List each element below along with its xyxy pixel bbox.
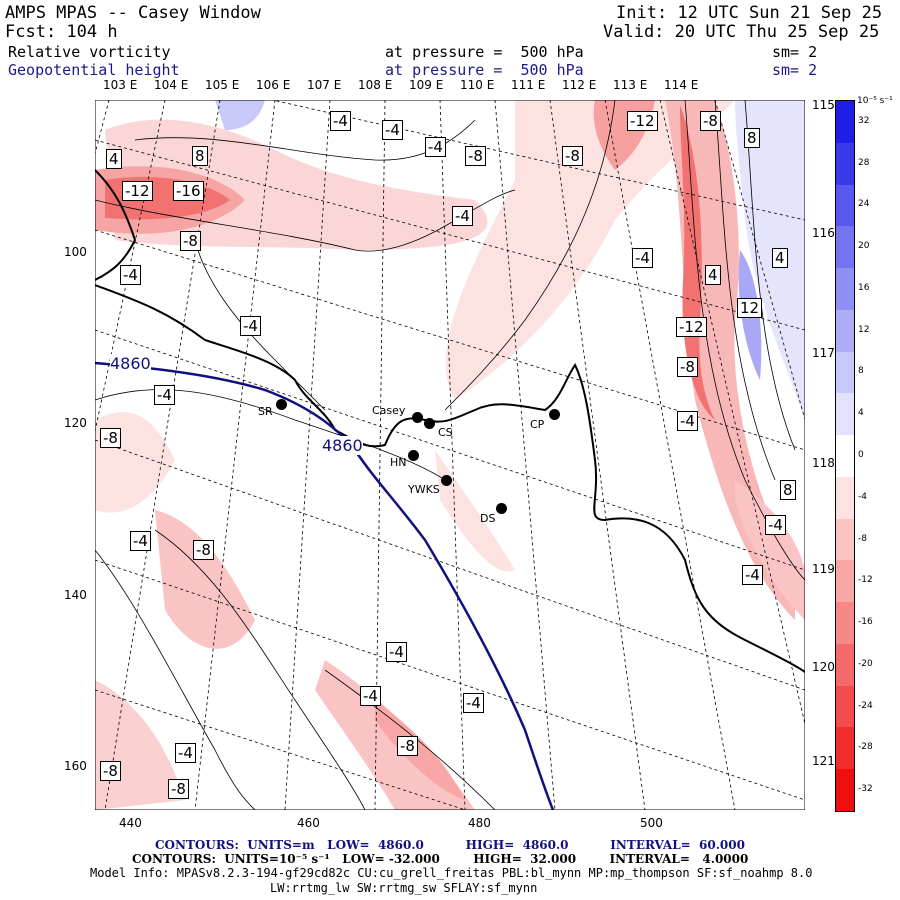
- colorbar-tick: 20: [858, 241, 870, 252]
- field1-pressure: at pressure = 500 hPa: [385, 43, 584, 61]
- colorbar-swatch: [836, 309, 854, 353]
- colorbar-tick: -12: [858, 575, 873, 586]
- lon-label: 110 E: [460, 78, 495, 92]
- y-axis-label: 120: [64, 416, 87, 430]
- field2-name: Geopotential height: [8, 61, 180, 79]
- field1-name: Relative vorticity: [8, 43, 171, 61]
- colorbar-tick: 0: [858, 450, 864, 460]
- init-time: Init: 12 UTC Sun 21 Sep 25: [616, 3, 883, 23]
- valid-time: Valid: 20 UTC Thu 25 Sep 25: [603, 22, 880, 42]
- colorbar-swatch: [836, 142, 854, 185]
- y-axis-label: 100: [64, 245, 87, 259]
- colorbar-tick: 4: [858, 408, 864, 419]
- colorbar-swatch: [836, 476, 854, 520]
- height-contour-4860: [95, 361, 555, 810]
- lon-label: 106 E: [256, 78, 291, 92]
- colorbar-tick: 32: [858, 115, 870, 126]
- vorticity-shading: [95, 100, 805, 810]
- lon-label: 107 E: [307, 78, 342, 92]
- colorbar-swatch: [836, 518, 854, 561]
- x-axis-label: 480: [468, 816, 491, 830]
- x-axis-label: 500: [640, 816, 663, 830]
- colorbar-swatch: [836, 101, 854, 144]
- colorbar-swatch: [836, 602, 854, 645]
- lon-label: 113 E: [613, 78, 648, 92]
- colorbar-swatch: [836, 685, 854, 728]
- colorbar-tick: -20: [858, 658, 873, 669]
- x-axis-label: 440: [119, 816, 142, 830]
- model-title: AMPS MPAS -- Casey Window: [5, 3, 261, 23]
- colorbar-swatch: [836, 769, 854, 812]
- field2-smooth: sm= 2: [772, 61, 818, 79]
- lon-label: 114 E: [664, 78, 699, 92]
- colorbar-swatch: [836, 184, 854, 227]
- colorbar-tick: 12: [858, 324, 870, 335]
- field2-pressure: at pressure = 500 hPa: [385, 61, 584, 79]
- footer-vorticity-contours: CONTOURS: UNITS=10⁻⁵ s⁻¹ LOW= -32.000 HI…: [132, 852, 749, 866]
- colorbar-swatch: [836, 268, 854, 311]
- lon-label: 103 E: [103, 78, 138, 92]
- colorbar-tick: -4: [858, 491, 867, 502]
- colorbar-tick: -24: [858, 700, 873, 711]
- field1-smooth: sm= 2: [772, 43, 818, 61]
- colorbar-tick: 28: [858, 157, 870, 168]
- y-axis-label: 140: [64, 588, 87, 602]
- footer-model-info-2: LW:rrtmg_lw SW:rrtmg_sw SFLAY:sf_mynn: [270, 881, 538, 895]
- colorbar-swatch: [836, 393, 854, 436]
- colorbar-swatch: [836, 351, 854, 394]
- coastline: [95, 169, 805, 673]
- colorbar-tick: -28: [858, 742, 873, 753]
- vorticity-map: [95, 100, 805, 810]
- colorbar-swatch: [836, 727, 854, 770]
- lon-label: 105 E: [205, 78, 240, 92]
- footer-height-contours: CONTOURS: UNITS=m LOW= 4860.0 HIGH= 4860…: [155, 838, 745, 852]
- colorbar-tick: 24: [858, 199, 870, 210]
- colorbar-swatch: [836, 226, 854, 269]
- y-axis-label: 160: [64, 759, 87, 773]
- lon-label: 112 E: [562, 78, 597, 92]
- colorbar-swatch: [836, 435, 854, 478]
- colorbar-tick: -32: [858, 784, 873, 795]
- colorbar-tick: 16: [858, 282, 870, 293]
- colorbar-unit: 10⁻⁵ s⁻¹: [857, 96, 893, 106]
- lon-label: 111 E: [511, 78, 546, 92]
- footer-model-info: Model Info: MPASv8.2.3-194-gf29cd82c CU:…: [90, 866, 813, 880]
- colorbar-tick: -8: [858, 533, 867, 544]
- colorbar-tick: 8: [858, 366, 864, 377]
- colorbar-swatch: [836, 643, 854, 687]
- forecast-hour: Fcst: 104 h: [5, 22, 118, 42]
- lon-label: 108 E: [358, 78, 393, 92]
- lon-label: 104 E: [154, 78, 189, 92]
- colorbar: [835, 100, 855, 812]
- x-axis-label: 460: [297, 816, 320, 830]
- colorbar-tick: -16: [858, 617, 873, 628]
- colorbar-swatch: [836, 560, 854, 603]
- lon-label: 109 E: [409, 78, 444, 92]
